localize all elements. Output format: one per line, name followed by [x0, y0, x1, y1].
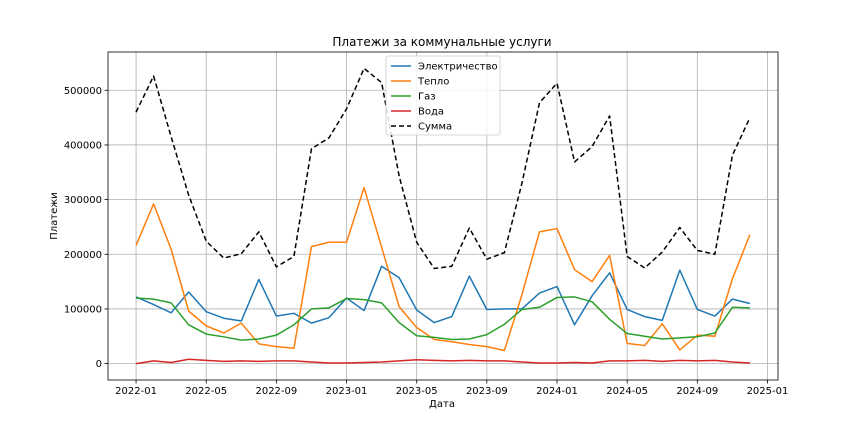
y-tick-label: 100000 — [64, 304, 102, 315]
y-tick-label: 200000 — [64, 250, 102, 261]
y-tick-label: 300000 — [64, 195, 102, 206]
legend-label-4: Сумма — [418, 122, 452, 133]
x-tick-label: 2025-01 — [747, 386, 789, 397]
y-axis-ticks: 0 100000 200000 300000 400000 500000 — [64, 86, 108, 370]
x-axis-ticks: 2022-01 2022-05 2022-09 2023-01 2023-05 2023-… — [115, 380, 788, 397]
chart-title: Платежи за коммунальные услуги — [332, 35, 551, 49]
x-tick-label: 2022-01 — [115, 386, 157, 397]
series-line-1 — [135, 186, 751, 352]
series-line-4 — [135, 67, 751, 270]
grid-lines — [108, 52, 778, 380]
x-tick-label: 2023-09 — [466, 386, 508, 397]
legend-label-0: Электричество — [418, 62, 498, 73]
x-tick-label: 2022-09 — [255, 386, 297, 397]
x-tick-label: 2023-05 — [396, 386, 438, 397]
legend-label-2: Газ — [418, 92, 436, 103]
plot-frame — [107, 51, 779, 381]
series-line-0 — [135, 265, 751, 326]
x-axis-label: Дата — [429, 399, 455, 410]
series-layer — [135, 67, 751, 365]
x-tick-label: 2023-01 — [326, 386, 368, 397]
legend: Электричество Тепло Газ Вода Сумма — [385, 55, 501, 136]
x-tick-label: 2024-05 — [606, 386, 648, 397]
y-tick-label: 0 — [96, 359, 102, 370]
legend-label-3: Вода — [418, 107, 444, 118]
x-tick-label: 2024-09 — [676, 386, 718, 397]
legend-label-1: Тепло — [417, 77, 449, 88]
x-tick-label: 2024-01 — [536, 386, 578, 397]
y-tick-label: 500000 — [64, 86, 102, 97]
x-tick-label: 2022-05 — [185, 386, 227, 397]
y-tick-label: 400000 — [64, 140, 102, 151]
series-line-2 — [136, 296, 750, 341]
series-line-3 — [135, 358, 750, 365]
legend-box — [385, 55, 501, 136]
y-axis-label: Платежи — [49, 192, 60, 240]
